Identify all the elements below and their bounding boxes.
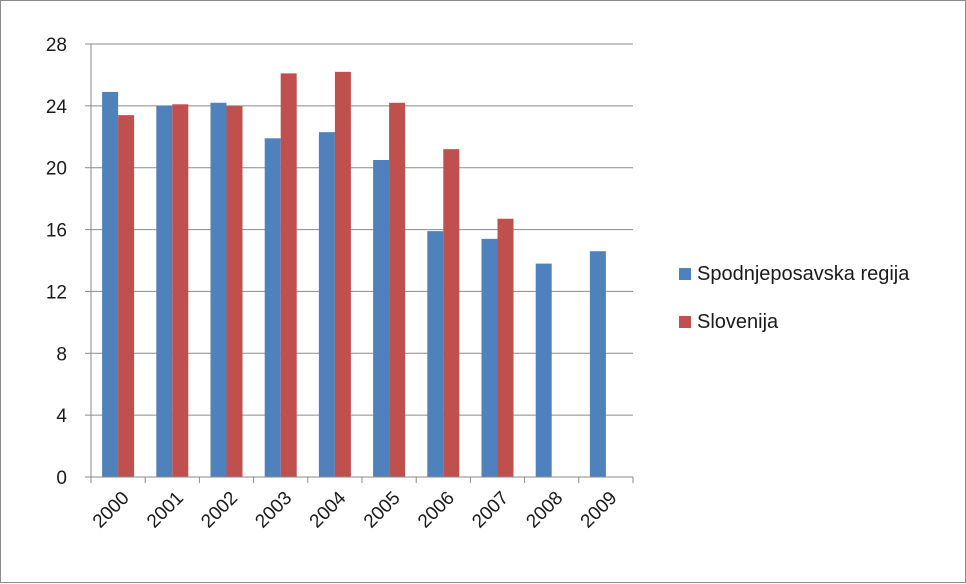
bar-spodnjeposavska-2002 <box>210 102 227 477</box>
bar-slovenija-2004 <box>334 71 351 477</box>
axes <box>85 43 634 483</box>
legend-swatch-spodnjeposavska <box>679 268 691 280</box>
bar-slovenija-2006 <box>443 149 460 477</box>
bar-spodnjeposavska-2001 <box>156 105 173 477</box>
bar-slovenija-2005 <box>389 102 406 477</box>
x-tick-label: 2006 <box>414 488 459 533</box>
bar-spodnjeposavska-2009 <box>589 251 606 477</box>
bar-spodnjeposavska-2003 <box>264 138 281 477</box>
bar-slovenija-2001 <box>172 104 189 477</box>
x-tick-label: 2005 <box>360 488 405 533</box>
x-tick-label: 2004 <box>306 487 351 532</box>
bar-slovenija-2002 <box>226 105 243 477</box>
y-tick-label: 16 <box>46 221 67 242</box>
bars <box>102 71 606 478</box>
bar-slovenija-2003 <box>280 73 297 477</box>
x-tick-label: 2001 <box>143 488 188 533</box>
x-tick-labels: 2000 2001 2002 2003 2004 2005 2006 2007 2008 2009 <box>89 487 622 532</box>
y-tick-label: 28 <box>46 35 67 56</box>
x-tick-label: 2008 <box>522 488 567 533</box>
bar-spodnjeposavska-2006 <box>427 231 444 477</box>
x-tick-label: 2009 <box>577 488 622 533</box>
legend-label-slovenija: Slovenija <box>697 311 779 333</box>
y-tick-label: 8 <box>56 344 67 365</box>
bar-spodnjeposavska-2000 <box>102 91 119 478</box>
bar-slovenija-2000 <box>118 115 135 477</box>
y-tick-label: 4 <box>56 406 67 427</box>
y-tick-label: 0 <box>56 468 67 489</box>
y-tick-labels: 0 4 8 12 16 20 24 28 <box>46 35 68 489</box>
legend-label-spodnjeposavska: Spodnjeposavska regija <box>697 263 910 285</box>
y-tick-label: 24 <box>46 97 68 118</box>
x-tick-label: 2003 <box>251 488 296 533</box>
x-tick-label: 2007 <box>468 488 513 533</box>
bar-spodnjeposavska-2007 <box>481 238 498 477</box>
bar-spodnjeposavska-2008 <box>535 263 552 477</box>
legend-swatch-slovenija <box>679 316 691 328</box>
y-tick-label: 20 <box>46 159 67 180</box>
bar-spodnjeposavska-2004 <box>318 132 335 477</box>
x-tick-label: 2000 <box>89 488 134 533</box>
x-tick-label: 2002 <box>197 488 242 533</box>
bar-spodnjeposavska-2005 <box>373 159 390 477</box>
bar-slovenija-2007 <box>497 218 514 477</box>
y-tick-label: 12 <box>46 282 67 303</box>
legend: Spodnjeposavska regija Slovenija <box>679 263 910 333</box>
